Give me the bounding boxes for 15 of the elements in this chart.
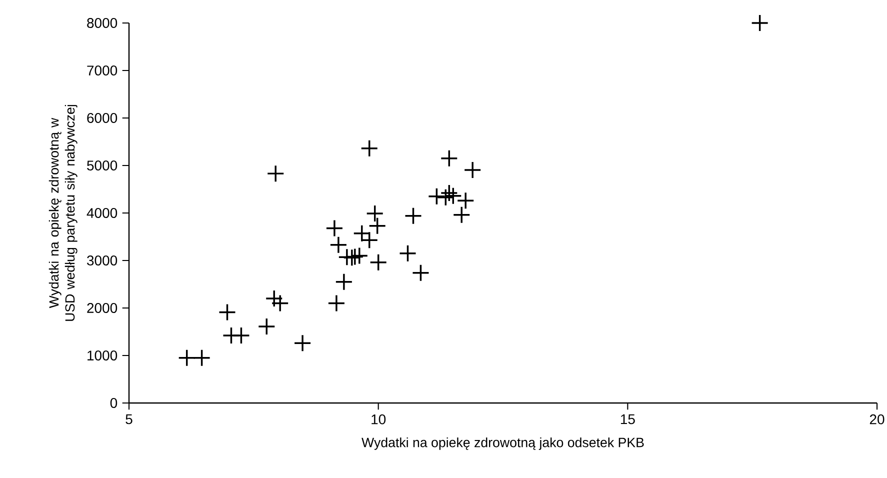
- x-tick-label: 10: [372, 414, 386, 424]
- x-tick-label: 20: [870, 414, 884, 424]
- x-tick-label: 15: [620, 414, 635, 424]
- y-tick-label: 8000: [87, 18, 118, 28]
- y-tick-label: 6000: [87, 113, 118, 123]
- y-tick-label: 5000: [87, 160, 118, 170]
- y-tick-label: 7000: [87, 66, 118, 76]
- y-tick-label: 1000: [88, 350, 118, 360]
- y-tick-label: 2000: [87, 303, 118, 313]
- x-axis-title: Wydatki na opiekę zdrowotną jako odsetek PKB: [362, 437, 644, 450]
- x-tick-label: 5: [126, 414, 132, 424]
- y-tick-label: 3000: [87, 256, 118, 266]
- y-tick-label: 4000: [86, 208, 118, 218]
- y-axis-title: Wydatki na opiekę zdrowotną w USD według parytetu siły nabywczej: [48, 105, 78, 321]
- y-tick-label: 0: [110, 398, 118, 408]
